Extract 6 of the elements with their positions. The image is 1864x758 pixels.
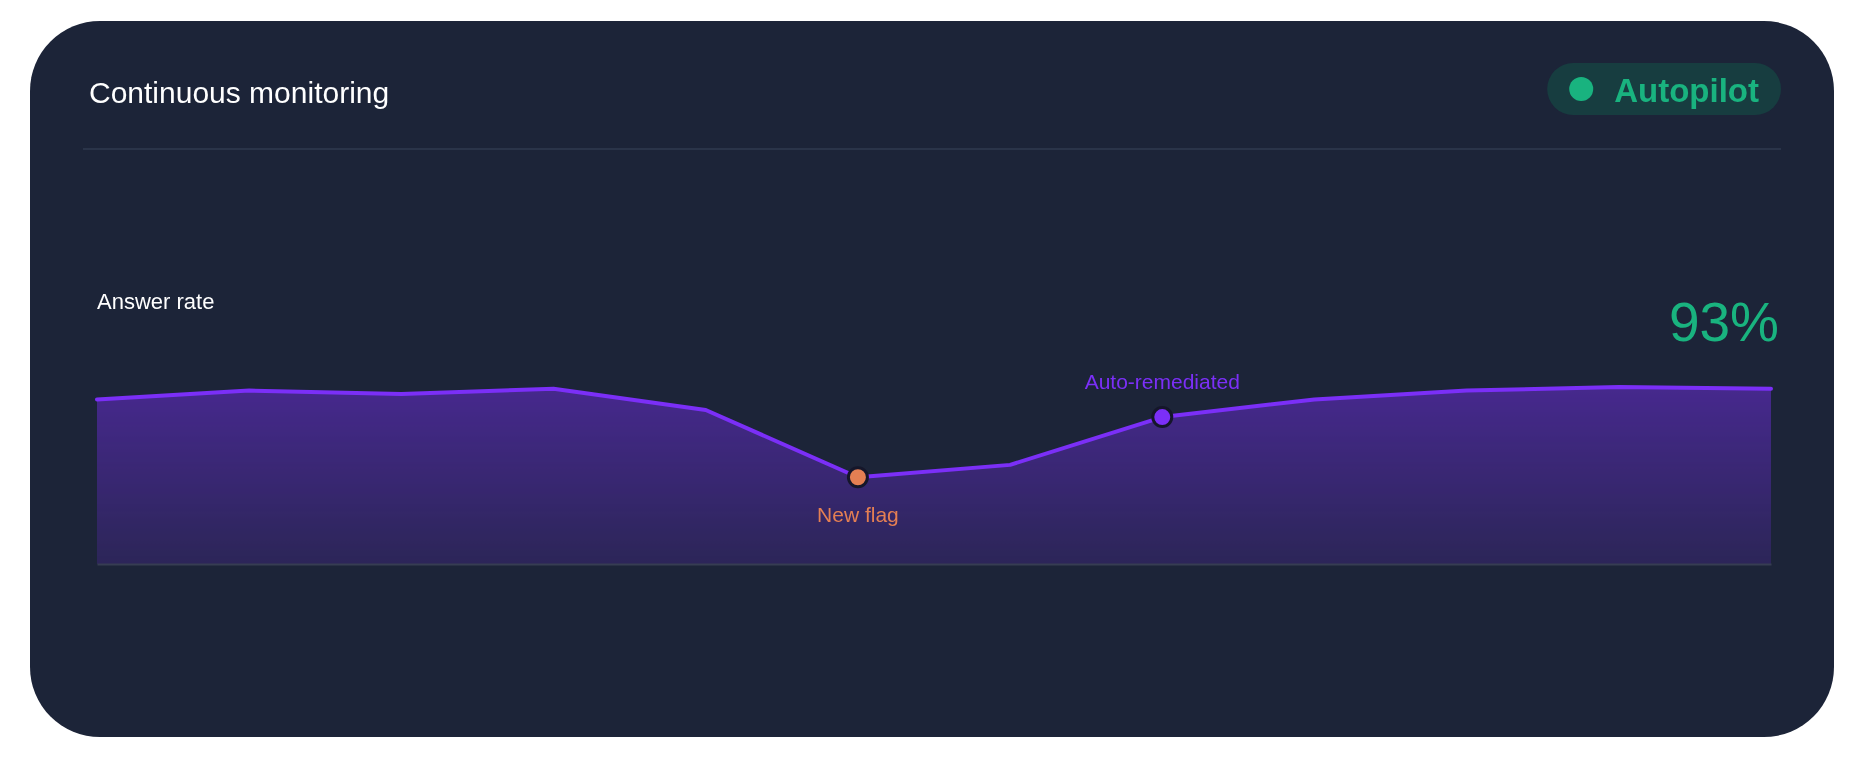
series-label: New flag: [817, 503, 899, 527]
text: 93%: [1668, 291, 1779, 353]
chart-subtitle: Answer rate: [97, 289, 215, 314]
chart-title: Continuous monitoring: [89, 76, 390, 109]
series-label: Auto-remediated: [1084, 370, 1240, 394]
text: Autopilot: [1614, 72, 1760, 109]
